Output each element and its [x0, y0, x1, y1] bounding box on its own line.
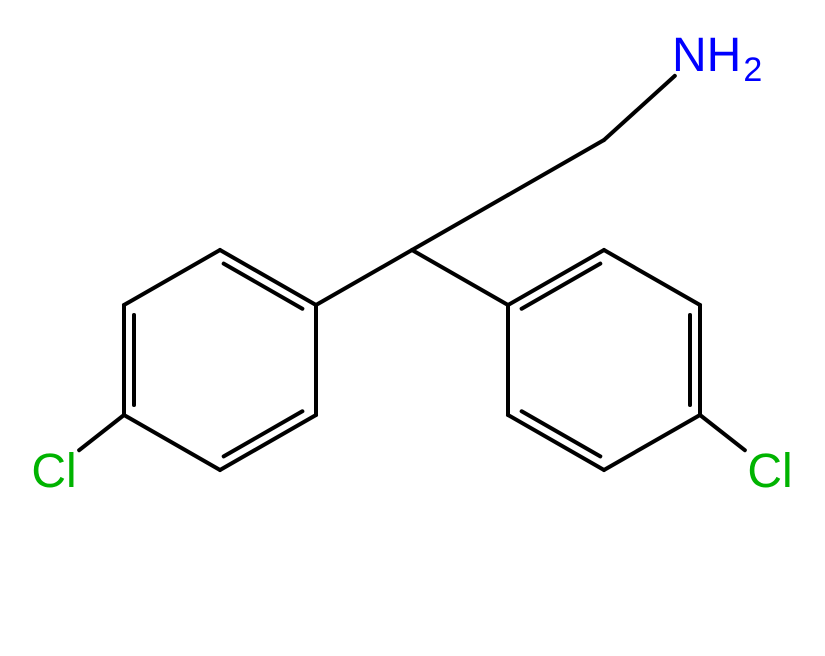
single-bond	[508, 140, 604, 195]
single-bond	[316, 250, 412, 305]
single-bond	[604, 250, 700, 305]
double-bond-main	[220, 415, 316, 470]
double-bond-inner	[224, 411, 303, 456]
double-bond-inner	[522, 264, 601, 309]
double-bond-main	[220, 250, 316, 305]
single-bond	[604, 415, 700, 470]
single-bond	[604, 76, 675, 140]
double-bond-inner	[224, 264, 303, 309]
single-bond	[79, 415, 124, 450]
double-bond-main	[508, 250, 604, 305]
double-bond-main	[508, 415, 604, 470]
atom-label-ClR: Cl	[747, 445, 792, 498]
atom-label-ClL: Cl	[31, 445, 76, 498]
double-bond-inner	[522, 411, 601, 456]
single-bond	[412, 250, 508, 305]
single-bond	[124, 250, 220, 305]
molecule-diagram: NH2 Cl Cl	[0, 0, 825, 656]
single-bond	[700, 415, 745, 450]
atom-subscript-N: 2	[743, 51, 762, 89]
atom-label-N: NH	[672, 29, 741, 82]
single-bond	[412, 195, 508, 250]
single-bond	[124, 415, 220, 470]
